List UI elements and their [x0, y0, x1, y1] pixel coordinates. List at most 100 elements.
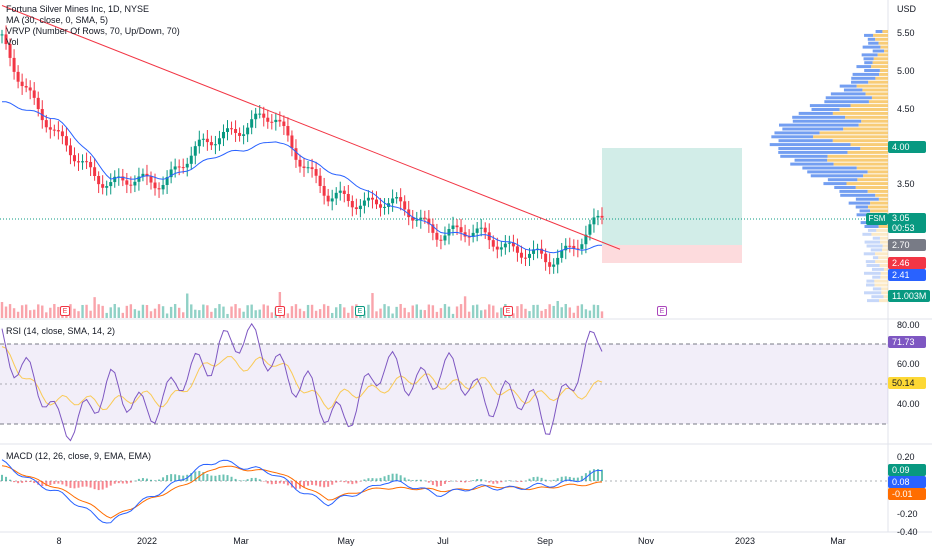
earnings-marker[interactable]: E: [355, 306, 365, 316]
macd-hist-bar: [339, 481, 342, 482]
earnings-marker[interactable]: E: [275, 306, 285, 316]
vrvp-row-up: [883, 295, 888, 299]
volume-bar: [335, 307, 338, 318]
candle-body: [556, 257, 560, 265]
candle-body: [459, 227, 463, 233]
candle-body: [177, 166, 181, 168]
volume-bar: [206, 305, 209, 318]
rsi-line: [1, 322, 603, 442]
volume-bar: [326, 305, 330, 318]
legend-vol[interactable]: Vol: [6, 37, 19, 47]
x-tick: Jul: [437, 536, 449, 546]
candle-body: [36, 97, 40, 110]
volume-bar: [81, 304, 84, 318]
macd-hist-bar: [105, 481, 108, 488]
main-legend: Fortuna Silver Mines Inc, 1D, NYSE MA (3…: [6, 4, 180, 48]
vrvp-row-down: [872, 236, 880, 240]
position-profit-zone[interactable]: [602, 148, 742, 245]
vrvp-row-up: [857, 178, 888, 182]
candle-body: [548, 262, 552, 267]
candle-body: [113, 176, 117, 183]
volume-bar: [254, 310, 257, 318]
candle-body: [407, 209, 411, 218]
vrvp-row-down: [872, 275, 881, 279]
candle-body: [499, 247, 503, 250]
candle-body: [109, 182, 113, 187]
candle-body: [93, 167, 97, 176]
earnings-marker[interactable]: E: [657, 306, 667, 316]
vrvp-row-down: [866, 279, 875, 283]
macd-hist-bar: [174, 474, 177, 481]
legend-macd[interactable]: MACD (12, 26, close, 9, EMA, EMA): [6, 451, 152, 461]
macd-hist-bar: [258, 479, 261, 481]
vrvp-row-up: [879, 299, 888, 303]
candle-body: [294, 148, 298, 160]
volume-bar: [556, 301, 559, 318]
macd-hist-bar: [45, 481, 48, 487]
candle-body: [314, 169, 318, 176]
macd-hist-bar: [319, 481, 322, 487]
candle-body: [197, 139, 201, 147]
volume-bar: [198, 310, 201, 318]
legend-vrvp[interactable]: VRVP (Number Of Rows, 70, Up/Down, 70): [6, 26, 180, 36]
macd-hist-bar: [101, 481, 104, 490]
volume-bar: [339, 304, 342, 318]
macd-hist-bar: [89, 481, 92, 488]
vrvp-row-down: [856, 213, 874, 217]
candle-body: [511, 242, 515, 247]
vrvp-row-down: [774, 131, 820, 135]
candle-body: [431, 224, 435, 233]
vrvp-row-down: [866, 244, 883, 248]
vrvp-row-down: [863, 252, 875, 256]
macd-hist-bar: [536, 476, 539, 481]
candle-body: [540, 248, 544, 254]
vrvp-row-down: [863, 271, 881, 275]
vrvp-row-up: [813, 135, 888, 139]
vrvp-row-up: [843, 127, 888, 131]
macd-hist-bar: [266, 481, 269, 484]
candle-body: [20, 81, 24, 87]
macd-hist-bar: [568, 476, 571, 481]
vrvp-row-up: [874, 252, 888, 256]
macd-hist-bar: [113, 481, 116, 484]
macd-hist-bar: [206, 474, 209, 481]
volume-bar: [411, 305, 414, 318]
volume-bar: [451, 313, 455, 318]
vrvp-row-down: [863, 57, 874, 61]
candle-body: [507, 242, 511, 244]
legend-ma[interactable]: MA (30, close, 0, SMA, 5): [6, 15, 109, 25]
macd-hist-bar: [21, 481, 24, 483]
macd-hist-bar: [476, 479, 479, 481]
volume-bar: [20, 305, 24, 318]
vrvp-row-up: [856, 166, 888, 170]
macd-hist-bar: [133, 480, 136, 482]
legend-title[interactable]: Fortuna Silver Mines Inc, 1D, NYSE: [6, 4, 150, 14]
trendline[interactable]: [1, 5, 621, 250]
candle-body: [157, 188, 161, 190]
candle-body: [221, 131, 225, 139]
earnings-marker[interactable]: E: [503, 306, 513, 316]
position-loss-zone[interactable]: [602, 245, 742, 263]
candle-body: [52, 129, 56, 131]
candle-body: [213, 144, 217, 146]
last-price-value: 3.05: [892, 213, 910, 223]
candle-body: [242, 134, 246, 136]
rsi-value-tag: 71.73: [888, 336, 926, 348]
candle-body: [169, 169, 173, 178]
earnings-marker[interactable]: E: [60, 306, 70, 316]
candle-body: [274, 119, 278, 123]
legend-rsi[interactable]: RSI (14, close, SMA, 14, 2): [6, 326, 116, 336]
candle-body: [350, 201, 354, 208]
volume-bar: [33, 309, 36, 318]
candle-body: [250, 119, 254, 128]
vrvp-row-up: [871, 65, 888, 69]
macd-hist-bar: [286, 481, 289, 486]
volume-bar: [318, 309, 322, 318]
volume-bar: [165, 313, 169, 318]
macd-hist-bar: [580, 475, 583, 481]
macd-hist-bar: [218, 474, 221, 481]
vrvp-row-down: [855, 205, 868, 209]
candle-body: [24, 86, 28, 88]
rsi-band: [0, 344, 888, 424]
